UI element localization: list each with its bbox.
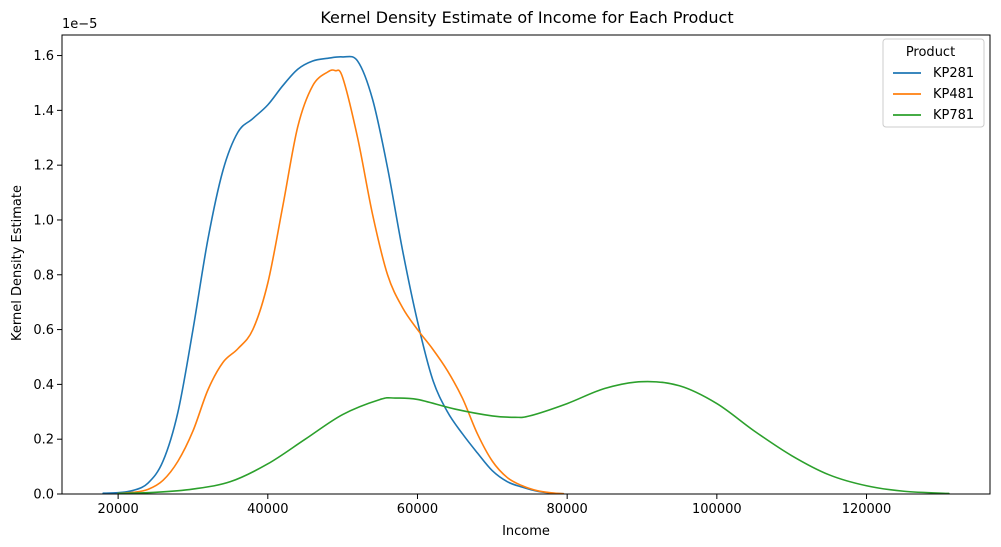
y-tick-label: 0.0	[33, 488, 54, 503]
x-axis-label: Income	[502, 524, 550, 539]
y-tick-label: 1.4	[33, 104, 54, 119]
y-offset-label: 1e−5	[62, 17, 97, 32]
y-tick-label: 1.2	[33, 159, 54, 174]
x-tick-label: 20000	[97, 502, 138, 517]
x-tick-label: 80000	[546, 502, 587, 517]
y-tick-label: 0.4	[33, 378, 54, 393]
x-tick-label: 60000	[397, 502, 438, 517]
series-line-kp281	[102, 55, 565, 495]
y-tick-label: 1.6	[33, 49, 54, 64]
legend-label-kp781: KP781	[933, 108, 974, 123]
legend-label-kp481: KP481	[933, 87, 974, 102]
legend-box	[882, 38, 985, 128]
legend-title: Product	[906, 45, 955, 60]
series-line-kp781	[117, 380, 950, 495]
x-tick-label: 120000	[842, 502, 892, 517]
legend-label-kp281: KP281	[933, 66, 974, 81]
y-tick-label: 1.0	[33, 213, 54, 228]
y-axis-label: Kernel Density Estimate	[10, 185, 25, 341]
series-line-kp481	[117, 69, 565, 495]
chart-title: Kernel Density Estimate of Income for Ea…	[320, 8, 733, 27]
legend: Product KP281 KP481 KP781	[882, 38, 985, 128]
y-tick-label: 0.6	[33, 323, 54, 338]
y-tick-label: 0.2	[33, 433, 54, 448]
x-tick-label: 100000	[692, 502, 742, 517]
y-tick-label: 0.8	[33, 268, 54, 283]
axes-frame	[61, 34, 991, 495]
x-tick-label: 40000	[247, 502, 288, 517]
plot-area: 20000 40000 60000 80000 100000 120000 0.0 0.2 0.…	[33, 34, 991, 517]
